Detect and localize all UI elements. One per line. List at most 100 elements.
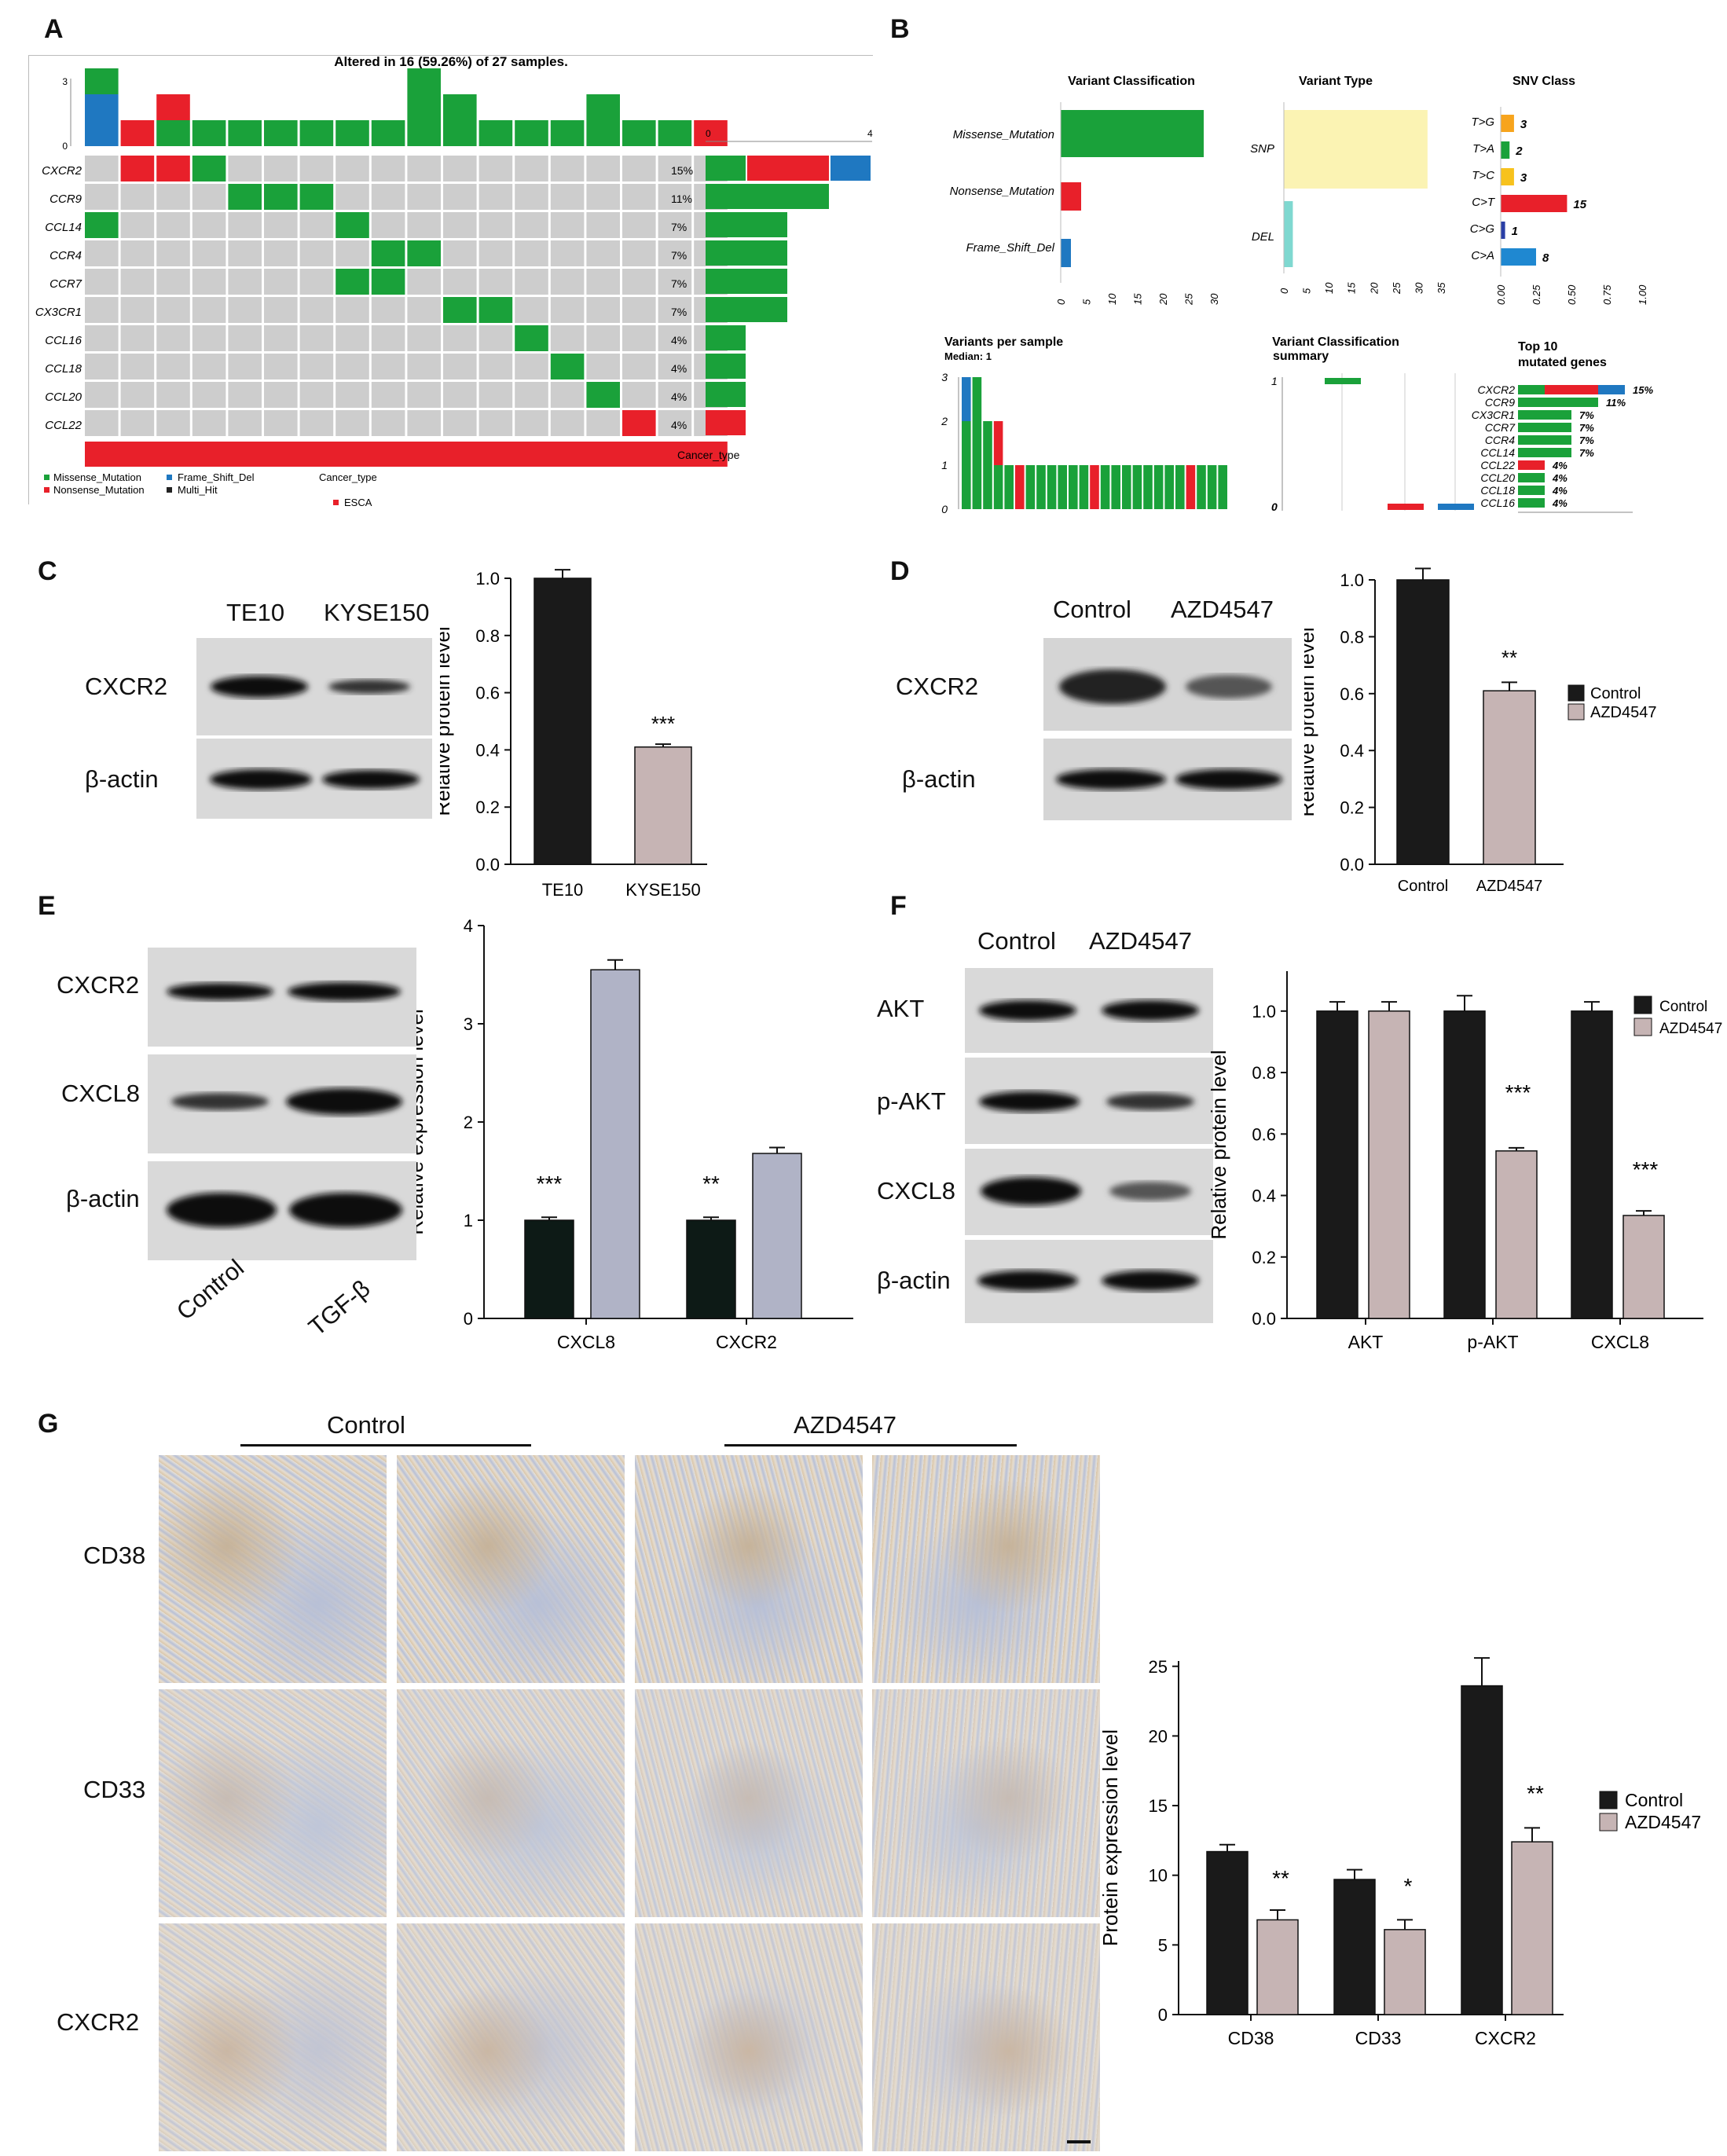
top10-gene: CCR4: [1485, 434, 1515, 446]
bar: [1333, 1879, 1376, 2015]
y-tick-label: 0.6: [475, 684, 500, 703]
oncoplot-cell: [156, 354, 190, 380]
y-tick-label: 0.0: [475, 855, 500, 874]
oncoplot-cell: [228, 382, 262, 408]
oncoplot-cell: [336, 297, 369, 323]
vt-tick: 5: [1301, 288, 1313, 294]
oncoplot-cell: [85, 156, 119, 182]
oncoplot-cell: [156, 212, 190, 238]
oncoplot-cell: [192, 325, 226, 351]
oncoplot-cell: [192, 156, 226, 182]
oncoplot-cell: [192, 240, 226, 266]
oncoplot-cell: [586, 269, 620, 295]
percent-label: 7%: [671, 277, 687, 290]
oncoplot-cell: [120, 297, 155, 323]
ihc-image: [635, 1455, 863, 1683]
right-bar: [706, 240, 787, 266]
blot-e-cxcr2: [148, 948, 416, 1047]
oncoplot-cell: [371, 354, 405, 380]
legend-title: Cancer_type: [319, 471, 377, 483]
right-bar: [830, 156, 871, 181]
oncoplot-cell: [658, 297, 692, 323]
y-tick-label: 0.8: [475, 626, 500, 646]
bar: [1461, 1685, 1503, 2015]
top10-bar: [1518, 498, 1545, 508]
oncoplot-cell: [443, 240, 477, 266]
oncoplot-cell: [622, 382, 656, 408]
top10-bar: [1518, 398, 1598, 407]
bar: [1316, 1010, 1358, 1319]
top-axis-label: 3: [62, 76, 68, 87]
ihc-group-control-line: [240, 1444, 531, 1446]
oncoplot-cell: [550, 184, 585, 210]
top-bar: [550, 120, 585, 146]
top10-pct: 7%: [1579, 409, 1594, 421]
oncoplot-cell: [515, 184, 548, 210]
oncoplot-cell: [264, 325, 298, 351]
oncoplot-cell: [622, 156, 656, 182]
y-tick-label: 10: [1149, 1866, 1168, 1886]
oncoplot-cell: [264, 184, 298, 210]
vps-bar: [1164, 465, 1174, 509]
top10-pct: 7%: [1579, 422, 1594, 434]
blot-c-lane-2: KYSE150: [324, 599, 430, 626]
percent-label: 7%: [671, 221, 687, 233]
right-bar: [706, 382, 746, 407]
oncoplot-cell: [120, 240, 155, 266]
blot-f-row-4: β-actin: [877, 1267, 951, 1294]
snv-bar: [1501, 115, 1514, 132]
oncoplot-cell: [515, 382, 548, 408]
vcs-title: Variant Classification: [1272, 336, 1399, 349]
oncoplot-cell: [156, 269, 190, 295]
ihc-image: [872, 1923, 1100, 2151]
gene-label: CCL14: [45, 221, 82, 234]
oncoplot-cell: [192, 382, 226, 408]
significance-label: ***: [1505, 1080, 1531, 1105]
vc-tick: 15: [1132, 293, 1144, 305]
oncoplot-cell: [658, 240, 692, 266]
oncoplot-cell: [407, 354, 441, 380]
vps-bar: [1197, 465, 1206, 509]
vc-label: Missense_Mutation: [953, 128, 1054, 141]
bar: [1443, 1010, 1486, 1319]
oncoplot: [28, 55, 873, 504]
top10-pct: 7%: [1579, 434, 1594, 446]
top-bar: [192, 120, 226, 146]
blot-d-cxcr2: [1043, 638, 1292, 731]
significance-label: **: [1272, 1866, 1289, 1890]
vt-tick: 10: [1323, 282, 1335, 294]
legend-swatch: [1634, 996, 1652, 1014]
vc-bar: [1061, 239, 1071, 267]
top10-bar: [1545, 385, 1598, 394]
top10-bar: [1518, 385, 1545, 394]
vps-bar: [983, 421, 992, 509]
oncoplot-cell: [658, 410, 692, 436]
legend-label: AZD4547: [1659, 1021, 1722, 1037]
vt-bar: [1284, 201, 1293, 267]
oncoplot-cell: [407, 184, 441, 210]
snv-count: 1: [1512, 225, 1518, 238]
oncoplot-chart: Altered in 16 (59.26%) of 27 samples. CXC…: [35, 54, 873, 508]
y-tick-label: 0.4: [1252, 1186, 1276, 1206]
top-bar: [228, 120, 262, 146]
top10-gene: CCL16: [1480, 497, 1515, 509]
y-tick-label: 0.8: [1340, 627, 1364, 647]
ihc-group-azd: AZD4547: [794, 1411, 896, 1439]
x-tick-label: AKT: [1348, 1332, 1384, 1352]
vps-bar: [1069, 465, 1078, 509]
oncoplot-cell: [478, 325, 513, 351]
significance-label: **: [1502, 646, 1517, 669]
oncoplot-cell: [336, 382, 369, 408]
top-bar: [515, 120, 548, 146]
scale-bar: [1067, 2140, 1091, 2143]
oncoplot-cell: [336, 156, 369, 182]
vc-tick: 10: [1106, 293, 1118, 305]
vps-bar: [962, 421, 971, 509]
snv-count: 3: [1520, 118, 1527, 131]
oncoplot-cell: [550, 297, 585, 323]
snv-title: SNV Class: [1512, 75, 1575, 88]
snv-tick: 0.00: [1495, 284, 1507, 305]
oncoplot-cell: [407, 240, 441, 266]
snv-label: C>A: [1471, 249, 1494, 262]
legend-label: Control: [1625, 1790, 1683, 1810]
